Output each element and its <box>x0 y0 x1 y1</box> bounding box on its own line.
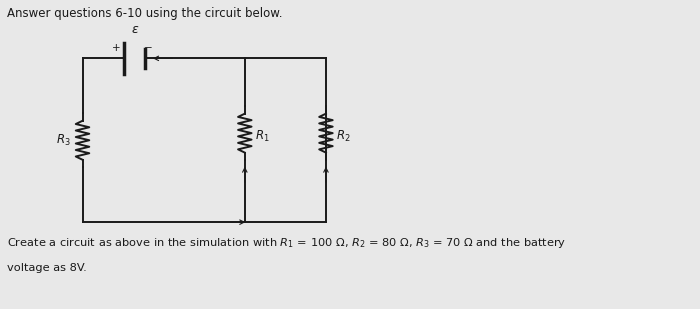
Text: Create a circuit as above in the simulation with $R_1$ = 100 Ω, $R_2$ = 80 Ω, $R: Create a circuit as above in the simulat… <box>7 236 566 250</box>
Text: $R_3$: $R_3$ <box>56 133 71 148</box>
Text: −: − <box>144 43 152 53</box>
Text: $R_1$: $R_1$ <box>255 129 270 144</box>
Text: Answer questions 6-10 using the circuit below.: Answer questions 6-10 using the circuit … <box>7 7 282 20</box>
Text: ε: ε <box>131 23 138 36</box>
Text: voltage as 8V.: voltage as 8V. <box>7 264 87 273</box>
Text: $R_2$: $R_2$ <box>336 129 351 144</box>
Text: +: + <box>112 43 120 53</box>
